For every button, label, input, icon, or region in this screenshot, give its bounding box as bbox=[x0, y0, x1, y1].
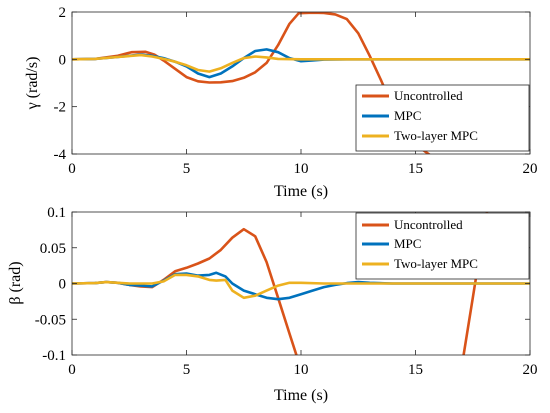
x-tick-label: 20 bbox=[523, 362, 538, 378]
y-axis-label-top: γ (rad/s) bbox=[24, 57, 41, 111]
legend-label-two-layer-mpc: Two-layer MPC bbox=[394, 128, 478, 143]
x-tick-label: 15 bbox=[408, 362, 423, 378]
legend-label-uncontrolled: Uncontrolled bbox=[394, 88, 463, 103]
series-line-two-layer-mpc bbox=[72, 273, 530, 300]
chart-bottom: 0 5 10 15 20 0.1 0.05 0 -0.05 -0.1 Time (s) β (r… bbox=[7, 205, 538, 404]
y-ticks-top: 2 0 -2 -4 bbox=[54, 5, 530, 163]
x-axis-label-top: Time (s) bbox=[274, 183, 328, 200]
legend-top: Uncontrolled MPC Two-layer MPC bbox=[355, 84, 530, 152]
y-axis-label-bottom: β (rad) bbox=[7, 261, 24, 304]
x-tick-label: 10 bbox=[294, 362, 309, 378]
x-tick-label: 0 bbox=[68, 362, 76, 378]
legend-label-uncontrolled: Uncontrolled bbox=[394, 217, 463, 232]
series-lines-top bbox=[72, 12, 530, 154]
legend-label-two-layer-mpc: Two-layer MPC bbox=[394, 256, 478, 271]
y-tick-label: 0.05 bbox=[40, 241, 66, 257]
x-tick-label: 20 bbox=[523, 161, 538, 177]
series-lines-bottom bbox=[72, 212, 530, 355]
x-ticks-top: 0 5 10 15 20 bbox=[68, 12, 538, 177]
y-tick-label: 0 bbox=[59, 277, 67, 293]
series-line-two-layer-mpc bbox=[72, 53, 530, 73]
y-tick-label: 0 bbox=[59, 52, 67, 68]
x-axis-label-bottom: Time (s) bbox=[274, 387, 328, 404]
chart-top: 0 5 10 15 20 20-2-4 Time (s) γ (rad/s) Uncon… bbox=[24, 5, 538, 200]
legend-bottom: Uncontrolled MPC Two-layer MPC bbox=[355, 212, 530, 280]
x-tick-label: 10 bbox=[294, 161, 309, 177]
y-tick-label: -0.1 bbox=[42, 348, 66, 364]
x-tick-label: 0 bbox=[68, 161, 76, 177]
series-line-mpc bbox=[72, 48, 530, 79]
y-tick-label: -2 bbox=[54, 100, 67, 116]
y-tick-label: 0.1 bbox=[47, 205, 66, 221]
x-tick-label: 5 bbox=[183, 362, 191, 378]
y-ticks-bottom: 0.1 0.05 0 -0.05 -0.1 bbox=[35, 205, 530, 364]
legend-label-mpc: MPC bbox=[394, 236, 421, 251]
series-line-uncontrolled bbox=[72, 12, 431, 154]
legend-label-mpc: MPC bbox=[394, 108, 421, 123]
y-tick-label: -4 bbox=[54, 147, 67, 163]
x-ticks-bottom: 0 5 10 15 20 bbox=[68, 212, 538, 378]
x-tick-label: 15 bbox=[408, 161, 423, 177]
y-tick-label: 2 bbox=[59, 5, 67, 21]
y-tick-label: -0.05 bbox=[35, 312, 66, 328]
x-tick-label: 5 bbox=[183, 161, 191, 177]
